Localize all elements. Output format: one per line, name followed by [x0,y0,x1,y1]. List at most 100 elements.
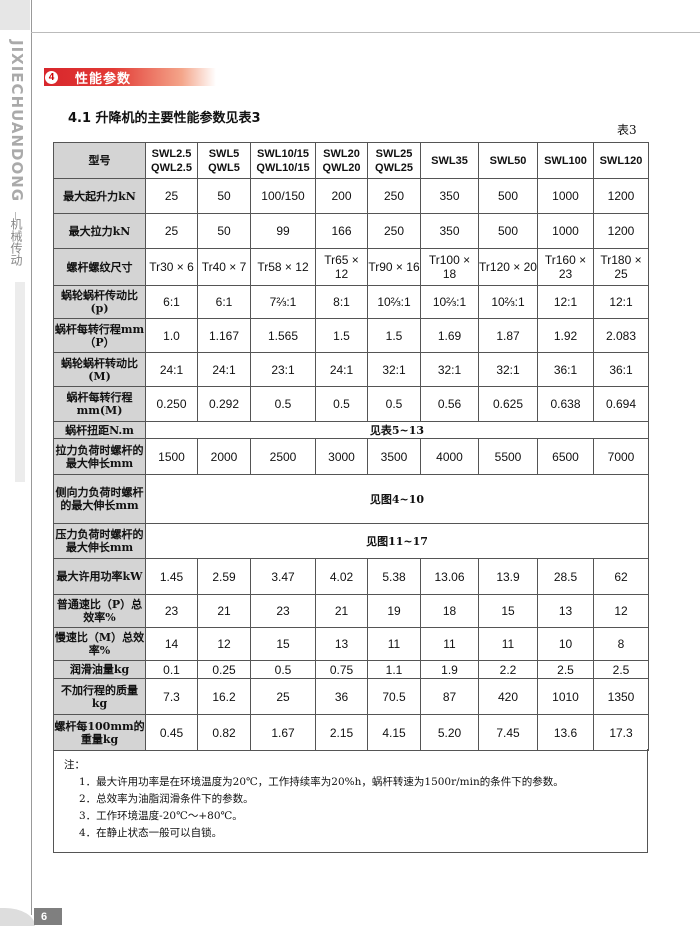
value-cell: 1010 [537,678,594,715]
value-cell: 12:1 [593,285,649,319]
note-item: 3．工作环境温度-20℃～+80℃。 [79,810,243,822]
value-cell: 7⅔:1 [250,285,316,319]
row-label-cell: 螺杆螺纹尺寸 [53,248,146,286]
value-cell: 11 [420,627,479,661]
section-title: 性能参数 [75,71,132,87]
row-label-cell: 蜗轮蜗杆转动比(M) [53,352,146,387]
value-cell: 24:1 [145,352,198,387]
model-header-cell: SWL10/15 QWL10/15 [250,142,316,179]
value-cell: 500 [478,178,538,214]
table-row: 最大起升力kN 25 50 100/150 200 250 350 500 1000 1200 [53,178,649,214]
value-cell: 99 [250,213,316,249]
value-cell: 10⅔:1 [420,285,479,319]
brand-divider [15,212,16,220]
table-row: 蜗杆每转行程mm(M) 0.250 0.292 0.5 0.5 0.5 0.56 0.625 0… [53,386,649,422]
value-cell: 1000 [537,178,594,214]
value-cell: 1.1 [367,660,421,679]
model-header-cell: SWL50 [478,142,538,179]
value-cell: 10 [537,627,594,661]
value-cell: 1.5 [367,318,421,353]
value-cell: 7.3 [145,678,198,715]
value-cell: 18 [420,594,479,628]
model-header-cell: SWL25 QWL25 [367,142,421,179]
row-label-cell: 蜗杆扭距N.m [53,421,146,439]
value-cell: 0.56 [420,386,479,422]
value-cell: 350 [420,213,479,249]
note-item: 2．总效率为油脂润滑条件下的参数。 [79,793,254,805]
value-cell: Tr58 × 12 [250,248,316,286]
value-cell: 2.59 [197,558,251,595]
row-label-cell: 最大许用功率kW [53,558,146,595]
value-cell: 13.6 [537,714,594,751]
value-cell: 21 [197,594,251,628]
section-number: 4 [45,70,58,84]
value-cell: 3500 [367,438,421,475]
row-label-cell: 最大拉力kN [53,213,146,249]
value-cell: 70.5 [367,678,421,715]
value-cell: 36:1 [537,352,594,387]
value-cell: 250 [367,178,421,214]
spanning-cell: 见图4~10 [145,474,649,524]
value-cell: 19 [367,594,421,628]
value-cell: 1200 [593,178,649,214]
table-label: 表3 [617,123,637,137]
value-cell: 1.9 [420,660,479,679]
value-cell: 1.87 [478,318,538,353]
table-row: 蜗轮蜗杆转动比(M) 24:1 24:1 23:1 24:1 32:1 32:1 32:1 36… [53,352,649,387]
value-cell: 166 [315,213,368,249]
table-row: 拉力负荷时螺杆的最大伸长mm 1500 2000 2500 3000 3500 4000 55… [53,438,649,475]
value-cell: 0.25 [197,660,251,679]
value-cell: 21 [315,594,368,628]
table-row: 压力负荷时螺杆的最大伸长mm 见图11~17 [53,523,649,559]
performance-table: 型号 SWL2.5 QWL2.5 SWL5 QWL5 SWL10/15 QWL10/1… [53,142,649,751]
row-label-cell: 蜗杆每转行程mm（P） [53,318,146,353]
page-corner-decoration [0,908,35,926]
value-cell: 6500 [537,438,594,475]
table-row: 侧向力负荷时螺杆的最大伸长mm 见图4~10 [53,474,649,524]
spanning-cell: 见表5~13 [145,421,649,439]
sidebar-bar [15,282,25,482]
value-cell: 50 [197,178,251,214]
value-cell: 1.0 [145,318,198,353]
row-label-cell: 慢速比（M）总效率% [53,627,146,661]
value-cell: 1.67 [250,714,316,751]
value-cell: 12:1 [537,285,594,319]
value-cell: 0.5 [367,386,421,422]
margin-rule [31,0,32,915]
value-cell: 23 [145,594,198,628]
value-cell: 13.06 [420,558,479,595]
value-cell: 10⅔:1 [367,285,421,319]
value-cell: 32:1 [367,352,421,387]
value-cell: 250 [367,213,421,249]
table-row: 普通速比（P）总效率% 23 21 23 21 19 18 15 13 12 [53,594,649,628]
table-row: 螺杆螺纹尺寸 Tr30 × 6 Tr40 × 7 Tr58 × 12 Tr65 × 12… [53,248,649,286]
value-cell: 2.15 [315,714,368,751]
value-cell: 5.20 [420,714,479,751]
value-cell: 0.625 [478,386,538,422]
row-label-cell: 蜗轮蜗杆传动比(p) [53,285,146,319]
category-label: 机械传动 [9,218,23,266]
value-cell: 2.5 [537,660,594,679]
value-cell: 13 [315,627,368,661]
value-cell: 16.2 [197,678,251,715]
model-header-cell: SWL20 QWL20 [315,142,368,179]
row-label-cell: 压力负荷时螺杆的最大伸长mm [53,523,146,559]
value-cell: 0.250 [145,386,198,422]
value-cell: 13 [537,594,594,628]
model-header-cell: SWL100 [537,142,594,179]
row-label-cell: 拉力负荷时螺杆的最大伸长mm [53,438,146,475]
value-cell: 25 [145,213,198,249]
value-cell: 87 [420,678,479,715]
value-cell: 23 [250,594,316,628]
model-header-cell: SWL35 [420,142,479,179]
value-cell: 2.5 [593,660,649,679]
value-cell: 1350 [593,678,649,715]
value-cell: 0.5 [315,386,368,422]
value-cell: 4.02 [315,558,368,595]
value-cell: 50 [197,213,251,249]
row-label-cell: 螺杆每100mm的重量kg [53,714,146,751]
value-cell: Tr90 × 16 [367,248,421,286]
model-header-cell: SWL2.5 QWL2.5 [145,142,198,179]
table-row: 慢速比（M）总效率% 14 12 15 13 11 11 11 10 8 [53,627,649,661]
value-cell: 2.2 [478,660,538,679]
